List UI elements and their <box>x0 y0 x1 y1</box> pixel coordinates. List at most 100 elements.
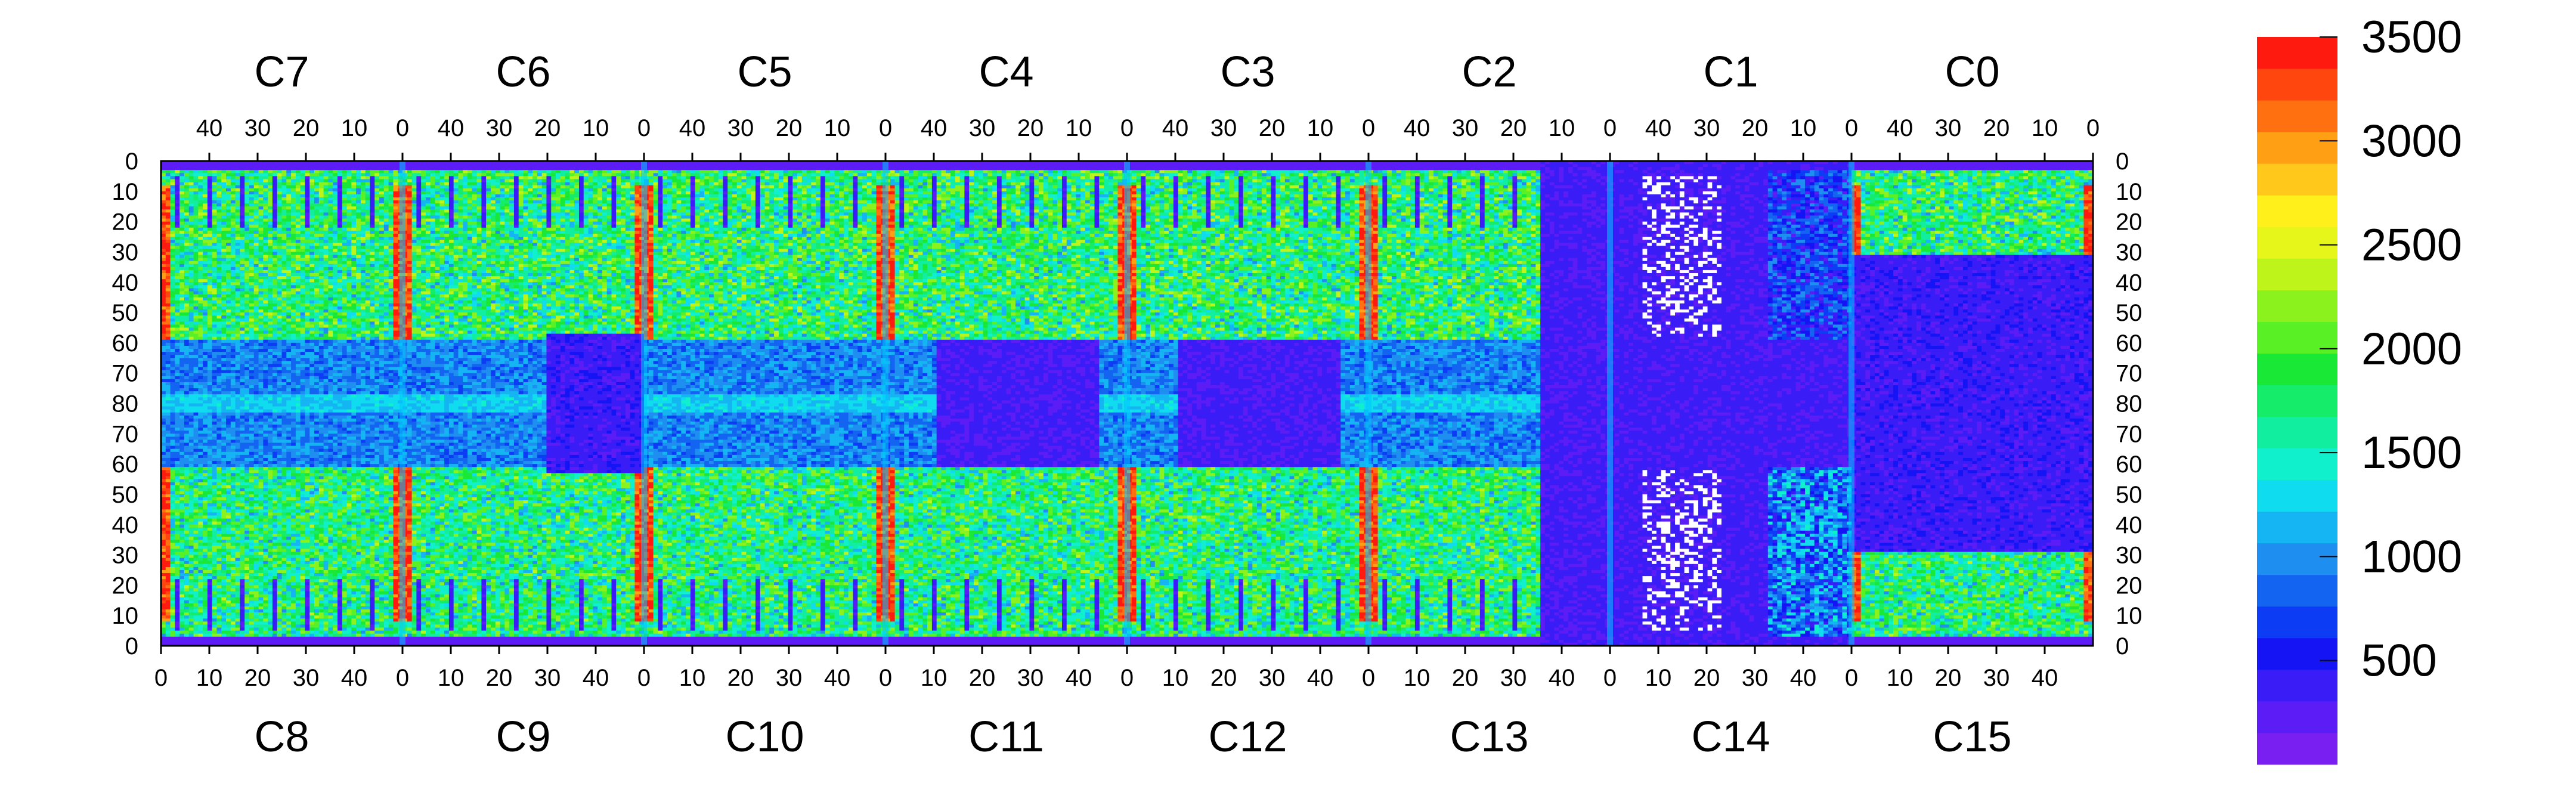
heatmap-cell <box>1973 167 1977 171</box>
heatmap-cell <box>1577 170 1582 174</box>
heatmap-cell <box>1791 173 1796 177</box>
heatmap-cell <box>1109 173 1113 177</box>
heatmap-cell <box>997 173 1002 177</box>
heatmap-cell <box>514 164 519 168</box>
heatmap-cell <box>221 176 226 179</box>
heatmap-cell <box>1072 176 1076 179</box>
heatmap-cell <box>1150 173 1155 177</box>
heatmap-cell <box>314 173 319 177</box>
heatmap-cell <box>296 164 301 168</box>
x-tick-label-top: 10 <box>1549 115 1575 141</box>
heatmap-cell <box>662 167 667 171</box>
heatmap-cell <box>1155 164 1160 168</box>
y-tick-label-right: 70 <box>2116 361 2142 387</box>
heatmap-cell <box>1838 173 1843 177</box>
heatmap-cell <box>556 173 561 177</box>
heatmap-cell <box>946 164 950 168</box>
heatmap-cell <box>472 167 477 171</box>
heatmap-cell <box>314 176 319 179</box>
heatmap-cell <box>1735 173 1740 177</box>
heatmap-cell <box>950 167 955 171</box>
heatmap-cell <box>1953 164 1958 168</box>
heatmap-cell <box>2083 167 2088 171</box>
heatmap-cell <box>1968 173 1973 177</box>
heatmap-cell <box>356 167 361 171</box>
heatmap-cell <box>1062 164 1067 168</box>
heatmap-cell <box>1559 167 1563 171</box>
heatmap-cell <box>1178 167 1183 171</box>
heatmap-cell <box>208 173 212 177</box>
heatmap-cell <box>593 170 597 174</box>
heatmap-cell <box>431 164 435 168</box>
heatmap-cell <box>895 176 900 179</box>
heatmap-cell <box>1215 173 1220 177</box>
heatmap-cell <box>723 176 727 179</box>
heatmap-cell <box>444 167 449 171</box>
heatmap-cell <box>867 176 872 179</box>
heatmap-cell <box>458 173 463 177</box>
heatmap-cell <box>2070 170 2075 174</box>
heatmap-cell <box>467 173 472 177</box>
heatmap-cell <box>1192 170 1197 174</box>
heatmap-cell <box>1587 170 1592 174</box>
heatmap-cell <box>342 176 347 179</box>
heatmap-cell <box>1875 167 1880 171</box>
heatmap-cell <box>301 164 305 168</box>
heatmap-cell <box>1174 167 1178 171</box>
heatmap-cell <box>374 164 379 168</box>
heatmap-cell <box>1726 170 1731 174</box>
heatmap-cell <box>1740 164 1745 168</box>
heatmap-cell <box>1819 167 1823 171</box>
heatmap-cell <box>1661 167 1666 171</box>
heatmap-cell <box>1080 176 1085 179</box>
heatmap-cell <box>974 170 979 174</box>
heatmap-cell <box>2075 164 2079 168</box>
heatmap-cell <box>960 170 965 174</box>
heatmap-cell <box>2033 170 2038 174</box>
heatmap-cell <box>1750 170 1754 174</box>
heatmap-cell <box>1262 164 1267 168</box>
heatmap-cell <box>519 170 524 174</box>
heatmap-cell <box>551 167 556 171</box>
heatmap-cell <box>1178 173 1183 177</box>
heatmap-cell <box>268 170 273 174</box>
heatmap-cell <box>1763 164 1768 168</box>
heatmap-cell <box>960 176 965 179</box>
heatmap-cell <box>1145 176 1150 179</box>
heatmap-cell <box>723 164 727 168</box>
heatmap-cell <box>546 167 551 171</box>
heatmap-cell <box>1271 173 1275 177</box>
x-tick-label-top: 0 <box>396 115 409 141</box>
heatmap-cell <box>779 176 784 179</box>
heatmap-cell <box>1573 167 1578 171</box>
heatmap-cell <box>904 164 909 168</box>
heatmap-cell <box>922 164 927 168</box>
heatmap-cell <box>328 167 333 171</box>
heatmap-cell <box>955 167 960 171</box>
heatmap-cell <box>760 176 765 179</box>
x-tick-label-top: 10 <box>583 115 609 141</box>
heatmap-cell <box>1433 167 1438 171</box>
heatmap-cell <box>704 164 709 168</box>
heatmap-cell <box>184 164 189 168</box>
heatmap-cell <box>374 170 379 174</box>
heatmap-cell <box>1563 170 1568 174</box>
heatmap-cell <box>987 173 992 177</box>
heatmap-cell <box>1285 167 1290 171</box>
heatmap-cell <box>946 173 950 177</box>
heatmap-cell <box>1262 173 1267 177</box>
heatmap-cell <box>1443 167 1448 171</box>
heatmap-cell <box>1220 170 1225 174</box>
heatmap-cell <box>825 164 830 168</box>
heatmap-cell <box>2000 167 2005 171</box>
heatmap-cell <box>2042 164 2046 168</box>
heatmap-cell <box>765 170 770 174</box>
heatmap-cell <box>616 176 621 179</box>
heatmap-cell <box>765 173 770 177</box>
heatmap-cell <box>1057 164 1062 168</box>
heatmap-cell <box>927 164 932 168</box>
heatmap-cell <box>607 173 612 177</box>
heatmap-cell <box>1815 173 1819 177</box>
heatmap-cell <box>1782 167 1787 171</box>
heatmap-cell <box>1596 164 1601 168</box>
